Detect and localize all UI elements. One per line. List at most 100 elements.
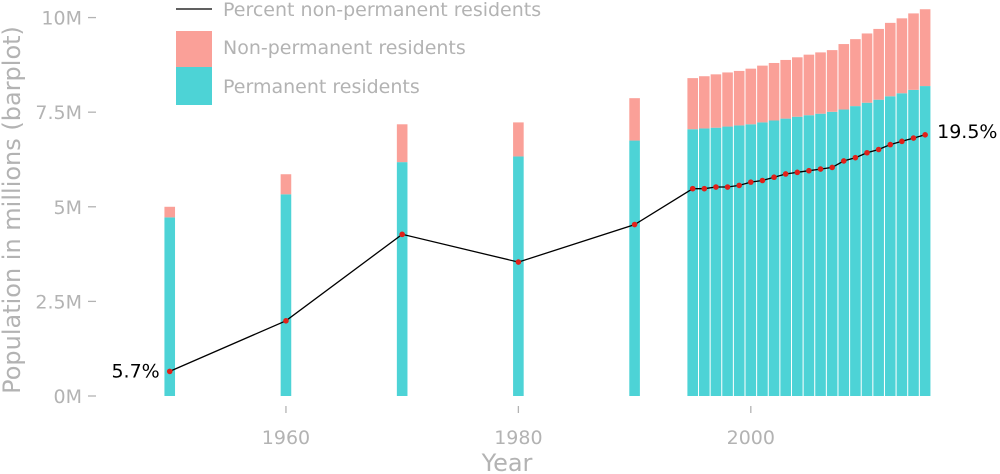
- y-axis: 0M 2.5M 5M 7.5M 10M: [35, 8, 96, 408]
- percent-point-1995: [689, 185, 696, 192]
- bar-non-permanent-2015: [919, 9, 931, 87]
- x-axis: 1960 1980 2000: [262, 406, 775, 449]
- bar-non-permanent-1997: [710, 74, 722, 128]
- bar-permanent-2003: [780, 118, 791, 396]
- bar-permanent-1960: [280, 194, 292, 396]
- bar-permanent-2013: [896, 93, 908, 396]
- bar-non-permanent-2007: [826, 50, 838, 112]
- y-axis-title: Population in millions (barplot): [0, 26, 26, 394]
- bar-permanent-1990: [629, 140, 640, 396]
- y-tick-label-4: 10M: [41, 8, 82, 30]
- legend: Percent non-permanent residents Non-perm…: [176, 0, 541, 105]
- bar-non-permanent-2010: [861, 33, 873, 103]
- percent-point-2002: [771, 174, 777, 181]
- percent-point-2001: [759, 177, 766, 184]
- bar-non-permanent-2012: [884, 22, 896, 97]
- percent-point-2012: [887, 141, 894, 148]
- percent-point-1999: [736, 182, 742, 189]
- bar-non-permanent-1990: [629, 98, 640, 141]
- bar-permanent-2001: [757, 122, 768, 397]
- percent-point-2005: [806, 167, 812, 174]
- percent-point-2014: [910, 135, 917, 141]
- y-tick-label-3: 7.5M: [35, 102, 82, 124]
- bar-permanent-2014: [908, 89, 919, 396]
- bar-permanent-1997: [710, 127, 722, 397]
- x-tick-label-2: 2000: [727, 427, 775, 449]
- x-tick-label-0: 1960: [262, 427, 310, 449]
- percent-point-2003: [782, 171, 789, 177]
- bar-non-permanent-1995: [687, 78, 699, 130]
- bar-permanent-2010: [861, 102, 873, 396]
- bar-non-permanent-2002: [768, 62, 780, 121]
- bar-non-permanent-2014: [908, 13, 919, 90]
- bar-permanent-1950: [164, 217, 176, 396]
- legend-non-permanent-swatch: [176, 31, 212, 67]
- bar-permanent-1995: [687, 129, 699, 397]
- x-tick-label-1: 1980: [494, 427, 542, 449]
- bar-non-permanent-2011: [873, 28, 884, 100]
- percent-point-1960: [283, 318, 289, 324]
- bar-non-permanent-2000: [745, 68, 757, 125]
- percent-point-1990: [631, 221, 638, 228]
- bar-non-permanent-2008: [838, 44, 850, 110]
- legend-non-permanent-label: Non-permanent residents: [223, 37, 466, 59]
- bar-permanent-1998: [722, 126, 733, 397]
- bar-non-permanent-2004: [791, 57, 803, 117]
- percent-point-1950: [166, 368, 173, 375]
- legend-permanent-swatch: [176, 67, 212, 105]
- bar-permanent-2007: [826, 111, 838, 397]
- bar-permanent-1996: [699, 128, 710, 396]
- bar-non-permanent-1950: [164, 206, 176, 218]
- bar-permanent-1970: [396, 162, 408, 396]
- bar-non-permanent-2003: [780, 59, 791, 119]
- bar-non-permanent-1996: [699, 76, 710, 129]
- annotation-label-1: 19.5%: [937, 121, 997, 143]
- bar-non-permanent-1999: [733, 70, 745, 126]
- bar-permanent-2006: [815, 113, 826, 397]
- bar-non-permanent-2005: [803, 54, 815, 116]
- bar-non-permanent-2006: [815, 52, 826, 114]
- bar-permanent-2002: [768, 120, 780, 397]
- percent-point-2009: [852, 154, 859, 161]
- percent-point-2004: [794, 169, 801, 176]
- percent-point-2010: [864, 149, 870, 156]
- bar-non-permanent-1998: [722, 72, 733, 127]
- percent-point-2000: [748, 179, 754, 185]
- percent-point-2013: [899, 138, 905, 145]
- bar-permanent-2015: [919, 86, 931, 397]
- bar-non-permanent-1970: [396, 124, 408, 163]
- y-tick-label-2: 5M: [54, 197, 82, 219]
- bar-permanent-1980: [513, 156, 524, 396]
- bar-non-permanent-2001: [757, 65, 768, 123]
- annotation-label-0: 5.7%: [111, 360, 159, 382]
- bar-non-permanent-1960: [280, 174, 292, 195]
- x-axis-title: Year: [481, 449, 533, 474]
- bar-permanent-2005: [803, 115, 815, 396]
- bar-permanent-1999: [733, 125, 745, 396]
- legend-line-label: Percent non-permanent residents: [223, 0, 541, 21]
- percent-point-2008: [840, 158, 847, 164]
- percent-point-2007: [829, 164, 835, 171]
- percent-point-2011: [875, 146, 882, 153]
- percent-point-1997: [713, 184, 719, 190]
- bar-permanent-2008: [838, 109, 850, 396]
- y-tick-label-1: 2.5M: [35, 291, 82, 313]
- bars-layer: [164, 9, 931, 397]
- y-tick-label-0: 0M: [54, 386, 82, 408]
- bar-non-permanent-2013: [896, 18, 908, 94]
- bar-non-permanent-1980: [513, 122, 524, 157]
- percent-point-2006: [817, 166, 824, 172]
- percent-point-1998: [724, 184, 731, 190]
- percent-point-1970: [399, 231, 405, 238]
- legend-permanent-label: Permanent residents: [223, 76, 420, 98]
- bar-permanent-2009: [850, 106, 861, 396]
- percent-point-1980: [515, 259, 522, 265]
- bar-permanent-2011: [873, 99, 884, 396]
- bar-permanent-2004: [791, 116, 803, 396]
- percent-points-layer: [166, 132, 928, 375]
- bar-non-permanent-2009: [850, 39, 861, 107]
- percent-point-1996: [701, 185, 708, 192]
- bar-permanent-2000: [745, 124, 757, 396]
- percent-point-2015: [922, 132, 928, 138]
